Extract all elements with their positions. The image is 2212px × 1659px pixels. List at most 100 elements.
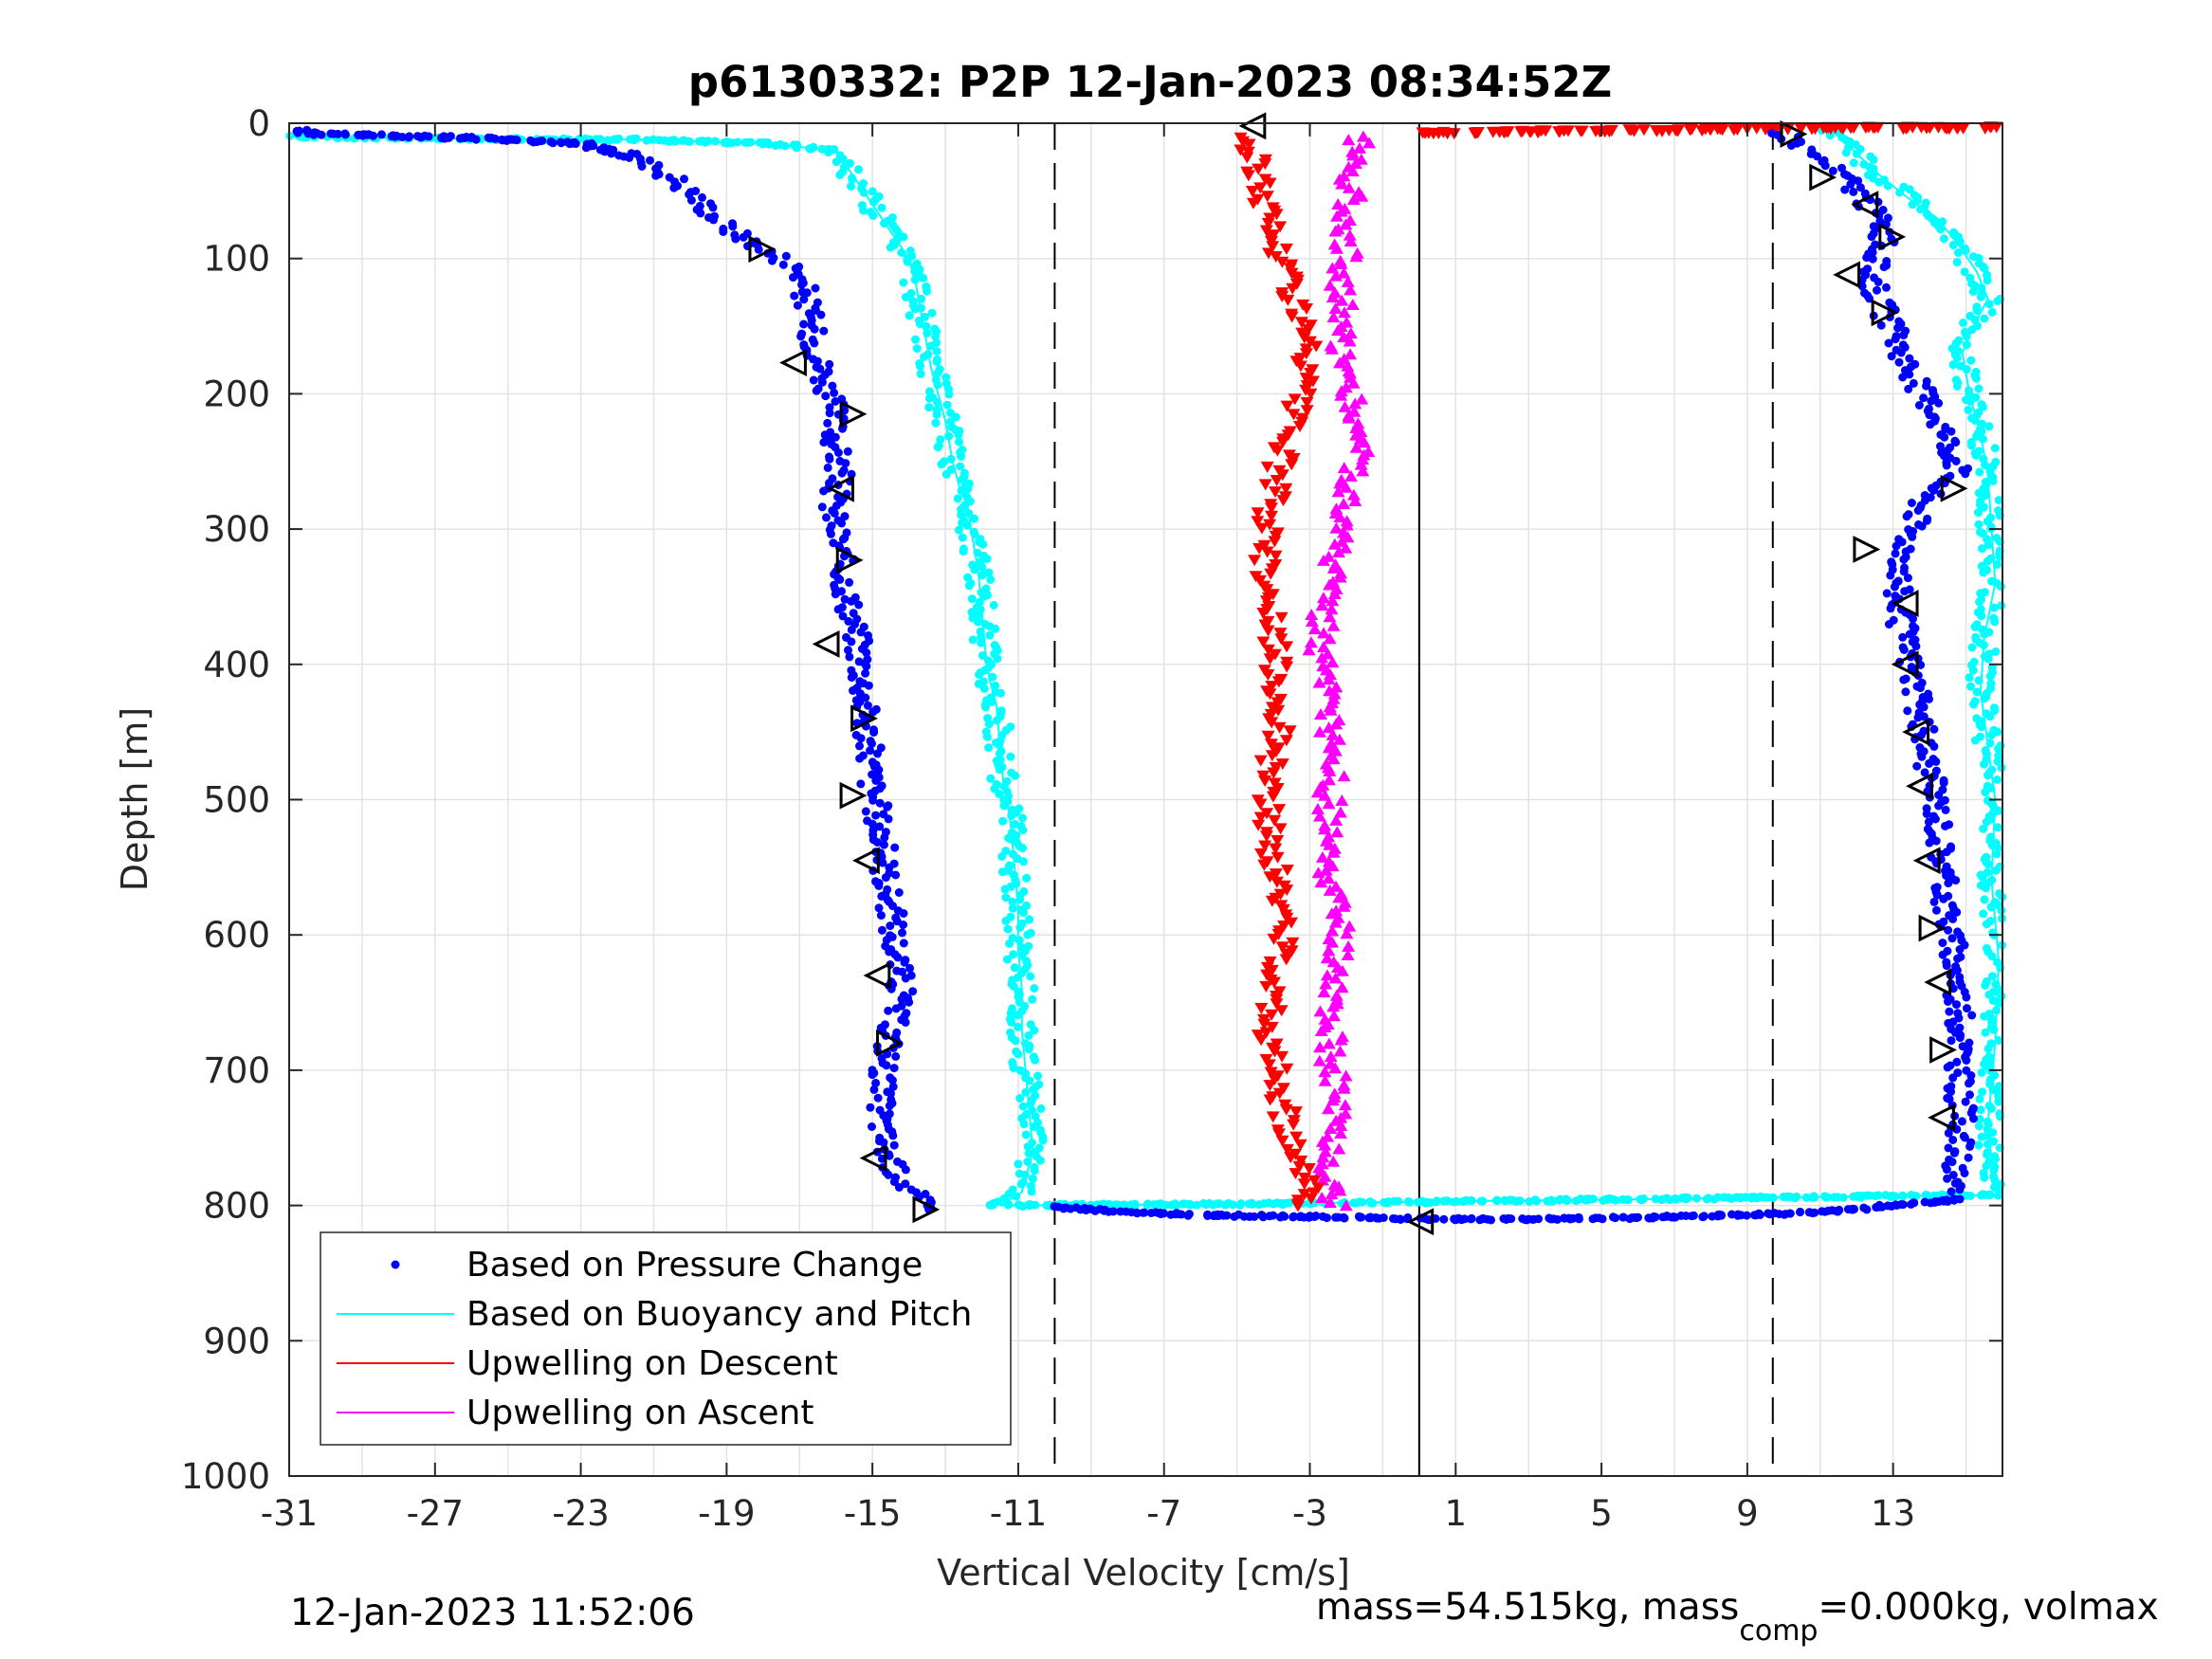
data-point	[1100, 1206, 1108, 1215]
data-point	[680, 174, 688, 184]
data-point	[1297, 1189, 1311, 1201]
data-point	[1993, 757, 2002, 766]
footer-mass-subscript: comp	[1739, 1614, 1818, 1648]
data-point	[1341, 949, 1355, 960]
data-point	[1322, 1037, 1336, 1049]
data-point	[1969, 700, 1978, 709]
data-point	[1967, 1011, 1977, 1020]
data-point	[1333, 806, 1347, 818]
data-point	[891, 1004, 901, 1013]
data-point	[953, 494, 962, 503]
data-point	[933, 380, 942, 390]
data-point	[1981, 788, 1990, 797]
data-point	[1964, 406, 1973, 414]
data-point	[1007, 811, 1016, 820]
data-point	[1341, 531, 1355, 543]
footer-mass-text: mass=54.515kg, mass	[1316, 1586, 1739, 1629]
data-point	[1952, 907, 1962, 917]
data-point	[871, 811, 881, 820]
data-point	[1260, 461, 1274, 473]
x-tick-label: -11	[990, 1493, 1047, 1534]
triangle-right-open-marker	[1878, 223, 1907, 251]
data-point	[708, 203, 718, 212]
data-point	[1250, 1212, 1259, 1221]
triangle-right-open-marker	[912, 1195, 941, 1224]
data-point	[1849, 187, 1858, 196]
data-point	[1305, 615, 1319, 627]
data-point	[1990, 617, 2000, 627]
data-point	[731, 234, 740, 244]
data-point	[1871, 1192, 1880, 1201]
data-point	[1332, 1142, 1346, 1155]
data-point	[1997, 905, 2006, 915]
data-point	[1348, 397, 1362, 410]
data-point	[901, 974, 910, 983]
data-point	[864, 681, 873, 690]
data-point	[874, 903, 884, 913]
data-point	[1927, 396, 1936, 406]
data-point	[1254, 1034, 1269, 1047]
data-point	[1979, 909, 1988, 919]
x-tick-label: -15	[844, 1493, 901, 1534]
data-point	[1326, 619, 1341, 631]
data-point	[1289, 1131, 1304, 1143]
data-point	[1930, 814, 1940, 824]
data-point	[1337, 266, 1351, 279]
data-point	[1545, 1213, 1554, 1223]
data-point	[959, 547, 968, 556]
data-point	[1371, 1212, 1380, 1222]
data-point	[1328, 225, 1343, 237]
data-point	[1268, 976, 1281, 989]
data-point	[1952, 382, 1962, 391]
data-point	[1913, 713, 1923, 722]
data-point	[792, 142, 801, 152]
data-point	[1909, 614, 1917, 624]
data-point	[1003, 924, 1013, 934]
data-point	[1355, 1197, 1364, 1207]
data-point	[1333, 1184, 1347, 1196]
data-point	[871, 776, 881, 785]
data-point	[1871, 121, 1885, 134]
data-point	[1322, 741, 1336, 754]
data-point	[1005, 939, 1015, 948]
data-point	[1342, 134, 1356, 146]
data-point	[1925, 758, 1934, 768]
data-point	[984, 568, 994, 577]
data-point	[1978, 544, 1986, 554]
data-point	[1286, 283, 1300, 295]
data-point	[1281, 294, 1295, 306]
data-point	[1948, 1136, 1958, 1144]
data-point	[847, 673, 856, 683]
data-point	[1949, 1148, 1959, 1158]
data-point	[1983, 1139, 1992, 1149]
data-point	[377, 130, 386, 139]
data-point	[1316, 592, 1330, 604]
data-point	[1987, 307, 1997, 317]
data-point	[1175, 1210, 1183, 1219]
data-point	[1910, 1192, 1920, 1200]
y-tick-label: 600	[203, 915, 270, 956]
data-point	[1000, 884, 1010, 894]
data-point	[1598, 1214, 1607, 1224]
data-point	[854, 600, 864, 610]
data-point	[1342, 181, 1356, 193]
data-point	[1027, 1187, 1036, 1196]
data-point	[1275, 290, 1289, 302]
data-point	[1939, 894, 1948, 903]
data-point	[1331, 324, 1345, 337]
data-point	[1322, 944, 1336, 957]
data-point	[1186, 1200, 1196, 1210]
data-point	[1993, 823, 2002, 832]
data-point	[1280, 884, 1294, 897]
data-point	[1285, 945, 1299, 957]
data-point	[1983, 556, 1992, 566]
data-point	[1713, 1193, 1723, 1202]
data-point	[1907, 499, 1916, 507]
data-point	[1140, 1208, 1149, 1217]
data-point	[471, 135, 481, 144]
data-point	[1854, 1192, 1863, 1201]
data-point	[1900, 587, 1910, 596]
data-point	[778, 260, 788, 269]
data-point	[1974, 384, 1983, 393]
data-point	[1932, 905, 1941, 915]
